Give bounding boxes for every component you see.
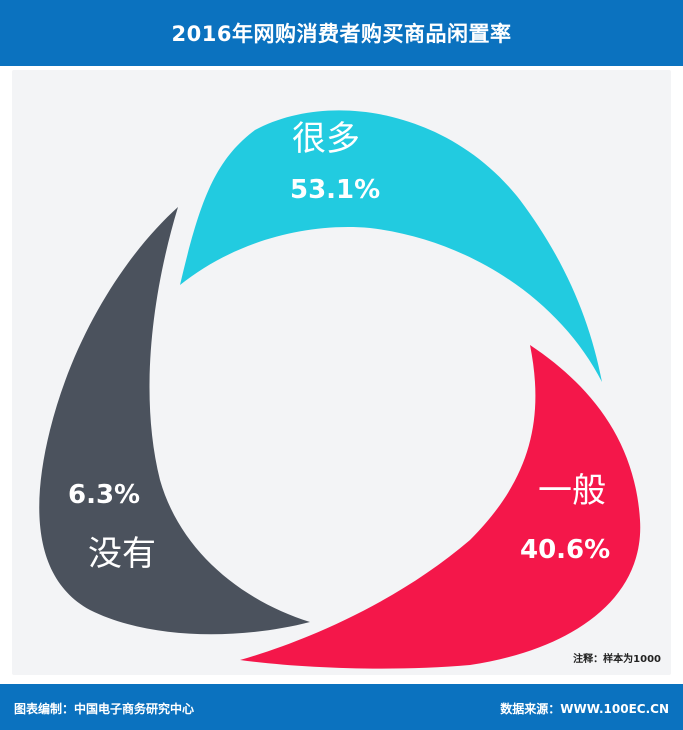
footer-bar: 图表编制：中国电子商务研究中心 数据来源：WWW.100EC.CN [0,684,683,730]
slice-many [180,110,602,382]
slice-general [240,345,641,669]
slice-value-general: 40.6% [520,535,610,565]
slice-value-many: 53.1% [290,175,380,205]
slice-value-none: 6.3% [68,480,140,510]
chart-title-bar: 2016年网购消费者购买商品闲置率 [0,0,683,66]
credit-text: 图表编制：中国电子商务研究中心 [14,702,195,716]
slice-none [39,207,311,635]
source-link[interactable]: 数据来源：WWW.100EC.CN [500,702,669,716]
slice-name-many: 很多 [292,119,360,159]
sample-note: 注释：样本为1000 [573,654,661,665]
slice-name-none: 没有 [88,534,156,574]
chart-title: 2016年网购消费者购买商品闲置率 [171,22,512,46]
slice-name-general: 一般 [538,471,606,511]
